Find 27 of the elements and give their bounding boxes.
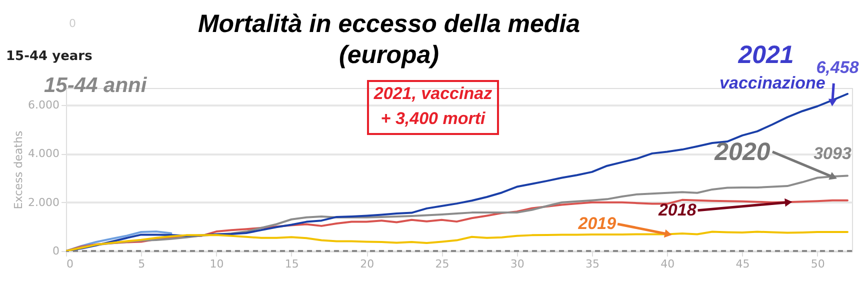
- x-tick-label: 45: [736, 258, 750, 270]
- annotation: 15-44 anni: [44, 74, 148, 97]
- x-tick-label: 40: [660, 258, 675, 270]
- x-tick-label: 20: [360, 258, 374, 270]
- y-tick-label: 2.000: [28, 196, 60, 209]
- text: 2021: [737, 41, 794, 69]
- line-series: [66, 230, 172, 251]
- annotation: 2018: [657, 200, 697, 220]
- x-tick-label: 5: [138, 258, 146, 270]
- line-series: [66, 198, 848, 251]
- annotation: 3093: [814, 144, 852, 163]
- x-tick-label: 0: [66, 258, 74, 270]
- annotation: 2019: [577, 214, 617, 233]
- annotation: 2021, vaccinaz + 3,400 morti: [372, 84, 493, 128]
- x-tick-label: 35: [586, 258, 600, 270]
- y-tick-label: 6.000: [28, 98, 60, 112]
- y-axis-title: Excess deaths: [12, 130, 26, 210]
- x-tick-label: 10: [210, 258, 224, 270]
- x-tick-label: 15: [284, 258, 299, 270]
- text: 15-44 years: [6, 49, 93, 64]
- x-tick-label: 50: [810, 258, 825, 270]
- x-tick-label: 25: [435, 258, 450, 270]
- y-tick-label: 4.000: [28, 147, 60, 160]
- annotation: 2020: [714, 138, 770, 166]
- x-tick-label: 30: [510, 258, 524, 270]
- chart-title: Mortalità in eccesso della media (europa): [198, 10, 580, 69]
- y-tick-label: 0: [52, 244, 60, 258]
